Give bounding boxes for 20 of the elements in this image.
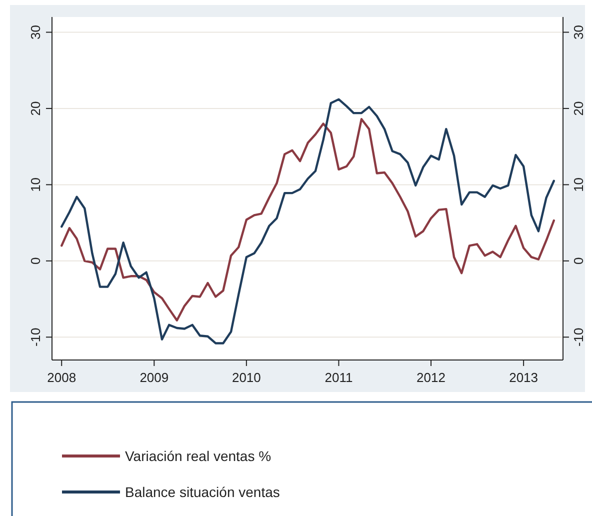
x-tick-label: 2011 [324,370,353,385]
y2-tick-label: 10 [571,177,586,192]
y-tick-label: -10 [28,328,43,347]
x-tick-label: 2012 [416,370,446,385]
legend-label: Variación real ventas % [125,448,272,464]
x-tick-label: 2009 [140,370,169,385]
line-series [60,118,555,322]
y-tick-label: 20 [28,101,43,116]
y2-tick-label: 0 [571,257,586,265]
y-tick-label: 30 [28,25,43,40]
y-tick-label: 10 [28,177,43,192]
y-tick-label: 0 [28,257,43,265]
legend-label: Balance situación ventas [125,484,280,500]
line-series [60,98,555,344]
y2-tick-label: 20 [571,101,586,116]
x-tick-label: 2013 [509,370,538,385]
y2-tick-label: -10 [571,328,586,347]
x-tick-label: 2010 [232,370,261,385]
x-tick-label: 2008 [47,370,76,385]
y2-tick-label: 30 [571,25,586,40]
